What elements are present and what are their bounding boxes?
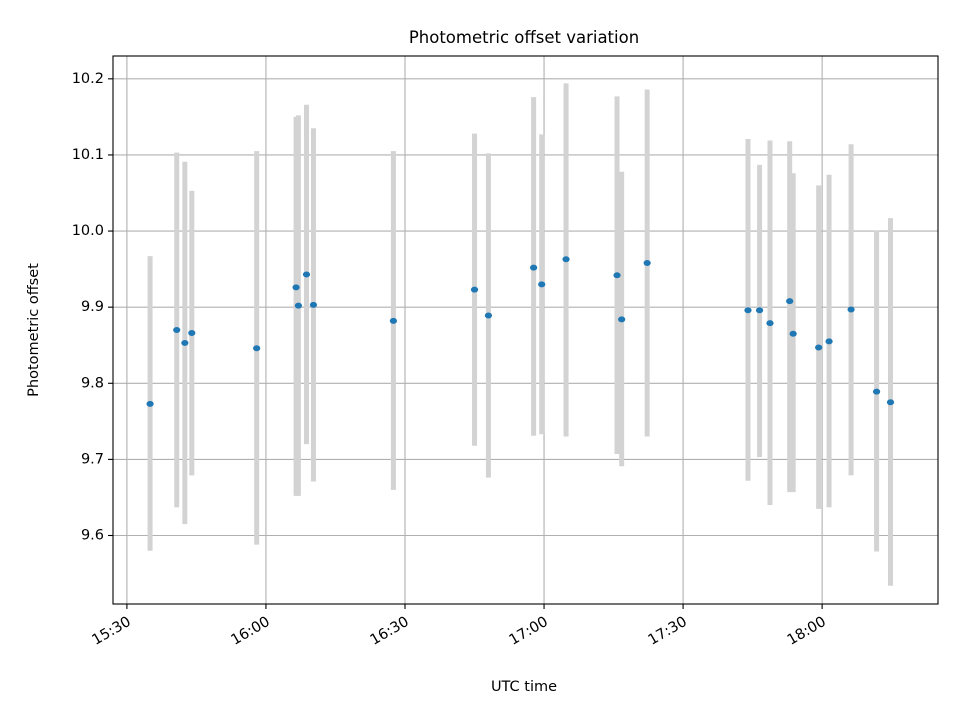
data-point (294, 302, 302, 309)
data-point (309, 301, 318, 308)
x-tick-label: 15:30 (90, 614, 134, 649)
data-point (744, 307, 752, 314)
y-axis-ticks: 9.6 9.7 9.8 9.9 10.0 10.1 10.2 (72, 71, 113, 544)
x-axis-ticks: 15:30 16:00 16:30 17:00 17:30 18:00 (90, 604, 829, 649)
data-point (538, 281, 546, 288)
x-tick-label: 18:00 (785, 614, 829, 649)
x-tick-label: 17:30 (646, 614, 690, 649)
x-tick-label: 16:00 (229, 614, 273, 649)
data-point (173, 327, 181, 333)
chart-title: Photometric offset variation (409, 28, 639, 47)
data-point (292, 284, 300, 291)
y-tick-label: 9.9 (81, 299, 104, 315)
data-point (484, 312, 493, 319)
data-point (302, 271, 311, 278)
x-tick-label: 16:30 (368, 614, 412, 649)
data-point (643, 260, 651, 267)
data-point (562, 256, 570, 263)
data-point (181, 339, 189, 346)
grid (113, 56, 938, 604)
data-point (872, 388, 881, 395)
error-bars (147, 83, 893, 586)
y-tick-label: 10.1 (72, 147, 104, 163)
x-tick-label: 17:00 (507, 614, 551, 649)
y-tick-label: 10.0 (72, 223, 104, 239)
data-point (789, 330, 797, 337)
data-point (530, 264, 538, 271)
data-point (146, 400, 154, 407)
plot-frame (112, 55, 939, 605)
data-point (613, 272, 621, 279)
data-point (470, 286, 479, 293)
data-point (815, 344, 823, 351)
data-point (188, 330, 196, 337)
data-point (766, 320, 774, 327)
data-point (786, 298, 794, 305)
data-point (253, 345, 261, 352)
y-tick-label: 9.7 (81, 451, 104, 467)
data-point (847, 306, 855, 313)
data-point (755, 307, 764, 314)
data-points (146, 256, 895, 407)
data-point (886, 399, 895, 406)
x-axis-label: UTC time (491, 679, 557, 695)
data-point (825, 338, 833, 345)
data-point (618, 316, 626, 323)
y-tick-label: 10.2 (72, 71, 104, 87)
y-tick-label: 9.6 (81, 528, 104, 544)
y-axis-label: Photometric offset (26, 263, 42, 397)
data-point (389, 317, 398, 324)
y-tick-label: 9.8 (81, 375, 104, 391)
